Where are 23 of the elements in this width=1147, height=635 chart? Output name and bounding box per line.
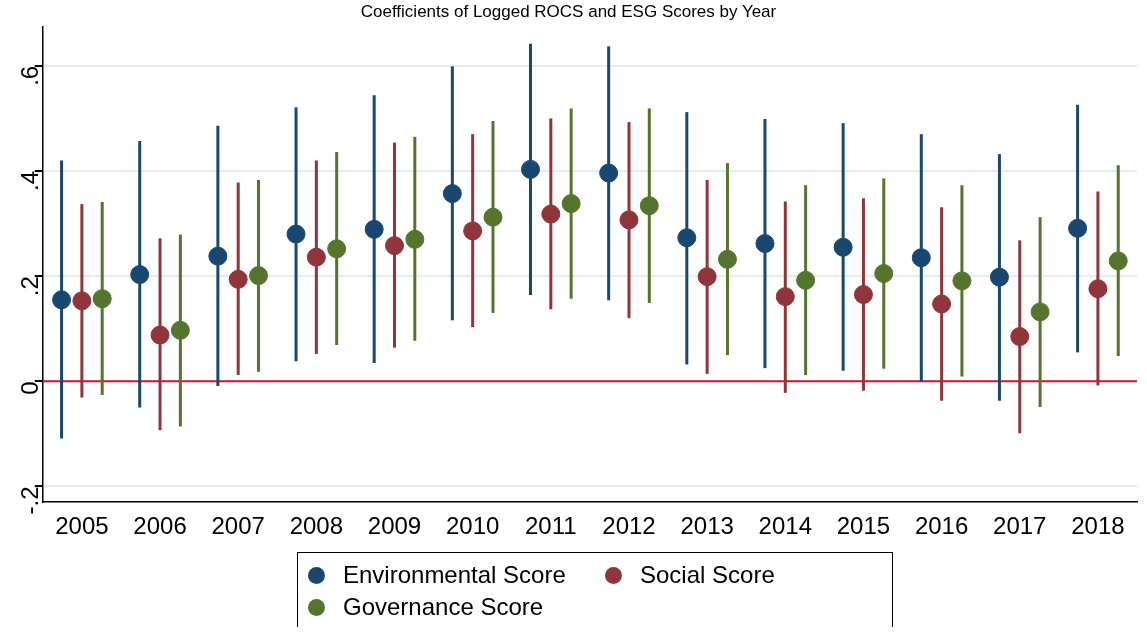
y-tick-label: 0 [16, 381, 44, 395]
x-tick-label: 2005 [55, 512, 109, 540]
legend-label: Environmental Score [342, 561, 567, 589]
x-tick-label: 2008 [289, 512, 344, 540]
y-tick-label: .2 [16, 276, 44, 297]
x-tick-label: 2014 [758, 512, 812, 540]
x-tick-label: 2009 [367, 512, 422, 540]
x-tick-label: 2013 [680, 512, 734, 540]
x-tick-label: 2018 [1071, 512, 1125, 540]
y-tick-label: -.2 [16, 486, 44, 515]
x-tick-label: 2010 [445, 512, 500, 540]
chart-title: Coefficients of Logged ROCS and ESG Scores by Year [360, 1, 777, 21]
y-tick-label: .4 [16, 170, 44, 191]
x-tick-label: 2015 [836, 512, 891, 540]
x-tick-label: 2017 [993, 512, 1047, 540]
legend-label: Social Score [639, 561, 776, 589]
x-tick-label: 2012 [602, 512, 656, 540]
x-tick-label: 2016 [914, 512, 969, 540]
x-tick-label: 2011 [525, 512, 577, 540]
x-tick-label: 2006 [133, 512, 187, 540]
y-tick-label: .6 [16, 65, 44, 86]
x-tick-label: 2007 [211, 512, 265, 540]
legend-label: Governance Score [342, 593, 545, 621]
